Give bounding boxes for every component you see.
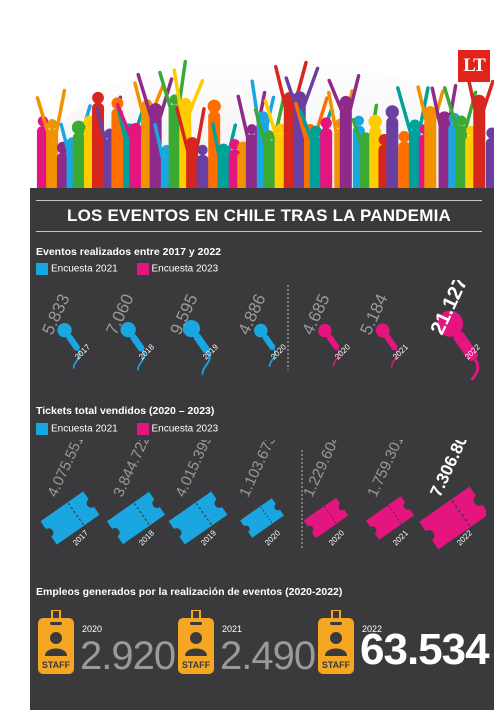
legend-swatch-2023b bbox=[136, 423, 149, 435]
legend-item-2021: Encuesta 2021 bbox=[36, 263, 118, 275]
events-legend: Encuesta 2021 Encuesta 2023 bbox=[36, 263, 234, 277]
employment-year: 2022 bbox=[362, 624, 383, 634]
value-label: 3.844.722 bbox=[110, 440, 154, 500]
legend-swatch-2021b bbox=[36, 423, 48, 435]
employment-value: 63.534 bbox=[360, 625, 490, 674]
value-label: 1.759.301 bbox=[364, 440, 408, 500]
crowd-figure bbox=[485, 127, 494, 192]
legend-swatch-2021 bbox=[36, 263, 48, 275]
staff-badge-icon: STAFF bbox=[178, 610, 214, 674]
ticket-icon bbox=[365, 496, 415, 540]
crowd-figure bbox=[35, 88, 67, 192]
employment-year: 2020 bbox=[82, 624, 103, 634]
svg-text:STAFF: STAFF bbox=[42, 660, 71, 670]
microphone-icon bbox=[253, 323, 276, 368]
crowd-figure bbox=[385, 105, 399, 192]
value-label: 1.229.604 bbox=[300, 440, 344, 500]
year-label: 2020 bbox=[327, 528, 346, 547]
year-label: 2020 bbox=[263, 528, 282, 547]
events-chart: 5.83320177.06020189.59520194.88620204.68… bbox=[38, 280, 482, 380]
brand-logo: LT bbox=[458, 50, 490, 82]
legend-swatch-2023 bbox=[136, 263, 149, 275]
legend-item-2023b: Encuesta 2023 bbox=[136, 423, 219, 435]
jobs-section-title: Empleos generados por la realización de … bbox=[36, 586, 343, 598]
legend-label-2021: Encuesta 2021 bbox=[51, 263, 118, 275]
legend-label-2023b: Encuesta 2023 bbox=[151, 423, 219, 435]
ticket-icon bbox=[419, 486, 486, 550]
tickets-legend: Encuesta 2021 Encuesta 2023 bbox=[36, 423, 234, 437]
crowd-figure bbox=[416, 85, 445, 192]
legend-item-2023: Encuesta 2023 bbox=[136, 263, 219, 275]
tickets-chart: 4.075.55120173.844.72220184.015.39920191… bbox=[40, 440, 486, 550]
dark-panel bbox=[30, 188, 494, 710]
legend-item-2021b: Encuesta 2021 bbox=[36, 423, 118, 435]
svg-text:STAFF: STAFF bbox=[182, 660, 211, 670]
employment-year: 2021 bbox=[222, 624, 243, 634]
microphone-icon bbox=[57, 322, 81, 369]
crowd-figure bbox=[368, 114, 383, 192]
svg-text:STAFF: STAFF bbox=[322, 660, 351, 670]
microphone-icon bbox=[436, 310, 480, 380]
ticket-icon bbox=[303, 497, 349, 539]
microphone-icon bbox=[375, 323, 399, 368]
tickets-section-title: Tickets total vendidos (2020 – 2023) bbox=[36, 405, 215, 417]
page-title: LOS EVENTOS EN CHILE TRAS LA PANDEMIA bbox=[67, 206, 451, 225]
crowd-figure bbox=[196, 144, 209, 192]
crowd-figure bbox=[92, 91, 105, 192]
ticket-icon bbox=[240, 498, 284, 538]
year-label: 2021 bbox=[391, 528, 410, 547]
crowd-illustration bbox=[35, 58, 494, 192]
legend-label-2023: Encuesta 2023 bbox=[151, 263, 219, 275]
title-box: LOS EVENTOS EN CHILE TRAS LA PANDEMIA bbox=[36, 200, 482, 232]
microphone-icon bbox=[318, 323, 340, 367]
ticket-icon bbox=[106, 491, 166, 545]
microphone-icon bbox=[120, 321, 146, 371]
value-label: 21.127 bbox=[427, 280, 473, 338]
value-label: 1.103.673 bbox=[236, 440, 280, 500]
staff-badge-icon: STAFF bbox=[318, 610, 354, 674]
crowd-figure bbox=[327, 73, 361, 192]
microphone-icon bbox=[182, 319, 211, 375]
crowd-figure bbox=[207, 99, 221, 192]
crowd-figure bbox=[320, 117, 333, 192]
ticket-icon bbox=[168, 491, 228, 545]
crowd-figure bbox=[351, 103, 379, 192]
employment-value: 2.490 bbox=[220, 634, 316, 678]
events-section-title: Eventos realizados entre 2017 y 2022 bbox=[36, 246, 222, 258]
crowd-figure bbox=[398, 130, 411, 192]
crowd-figure bbox=[175, 106, 206, 192]
ticket-icon bbox=[40, 491, 100, 545]
legend-label-2021b: Encuesta 2021 bbox=[51, 423, 118, 435]
value-label: 4.075.551 bbox=[44, 440, 88, 500]
crowd-figure bbox=[274, 60, 308, 192]
employment-value: 2.920 bbox=[80, 634, 176, 678]
crowd-figure bbox=[71, 120, 86, 192]
crowd-figure bbox=[442, 86, 478, 192]
value-label: 4.015.399 bbox=[172, 440, 216, 500]
staff-badge-icon: STAFF bbox=[38, 610, 74, 674]
